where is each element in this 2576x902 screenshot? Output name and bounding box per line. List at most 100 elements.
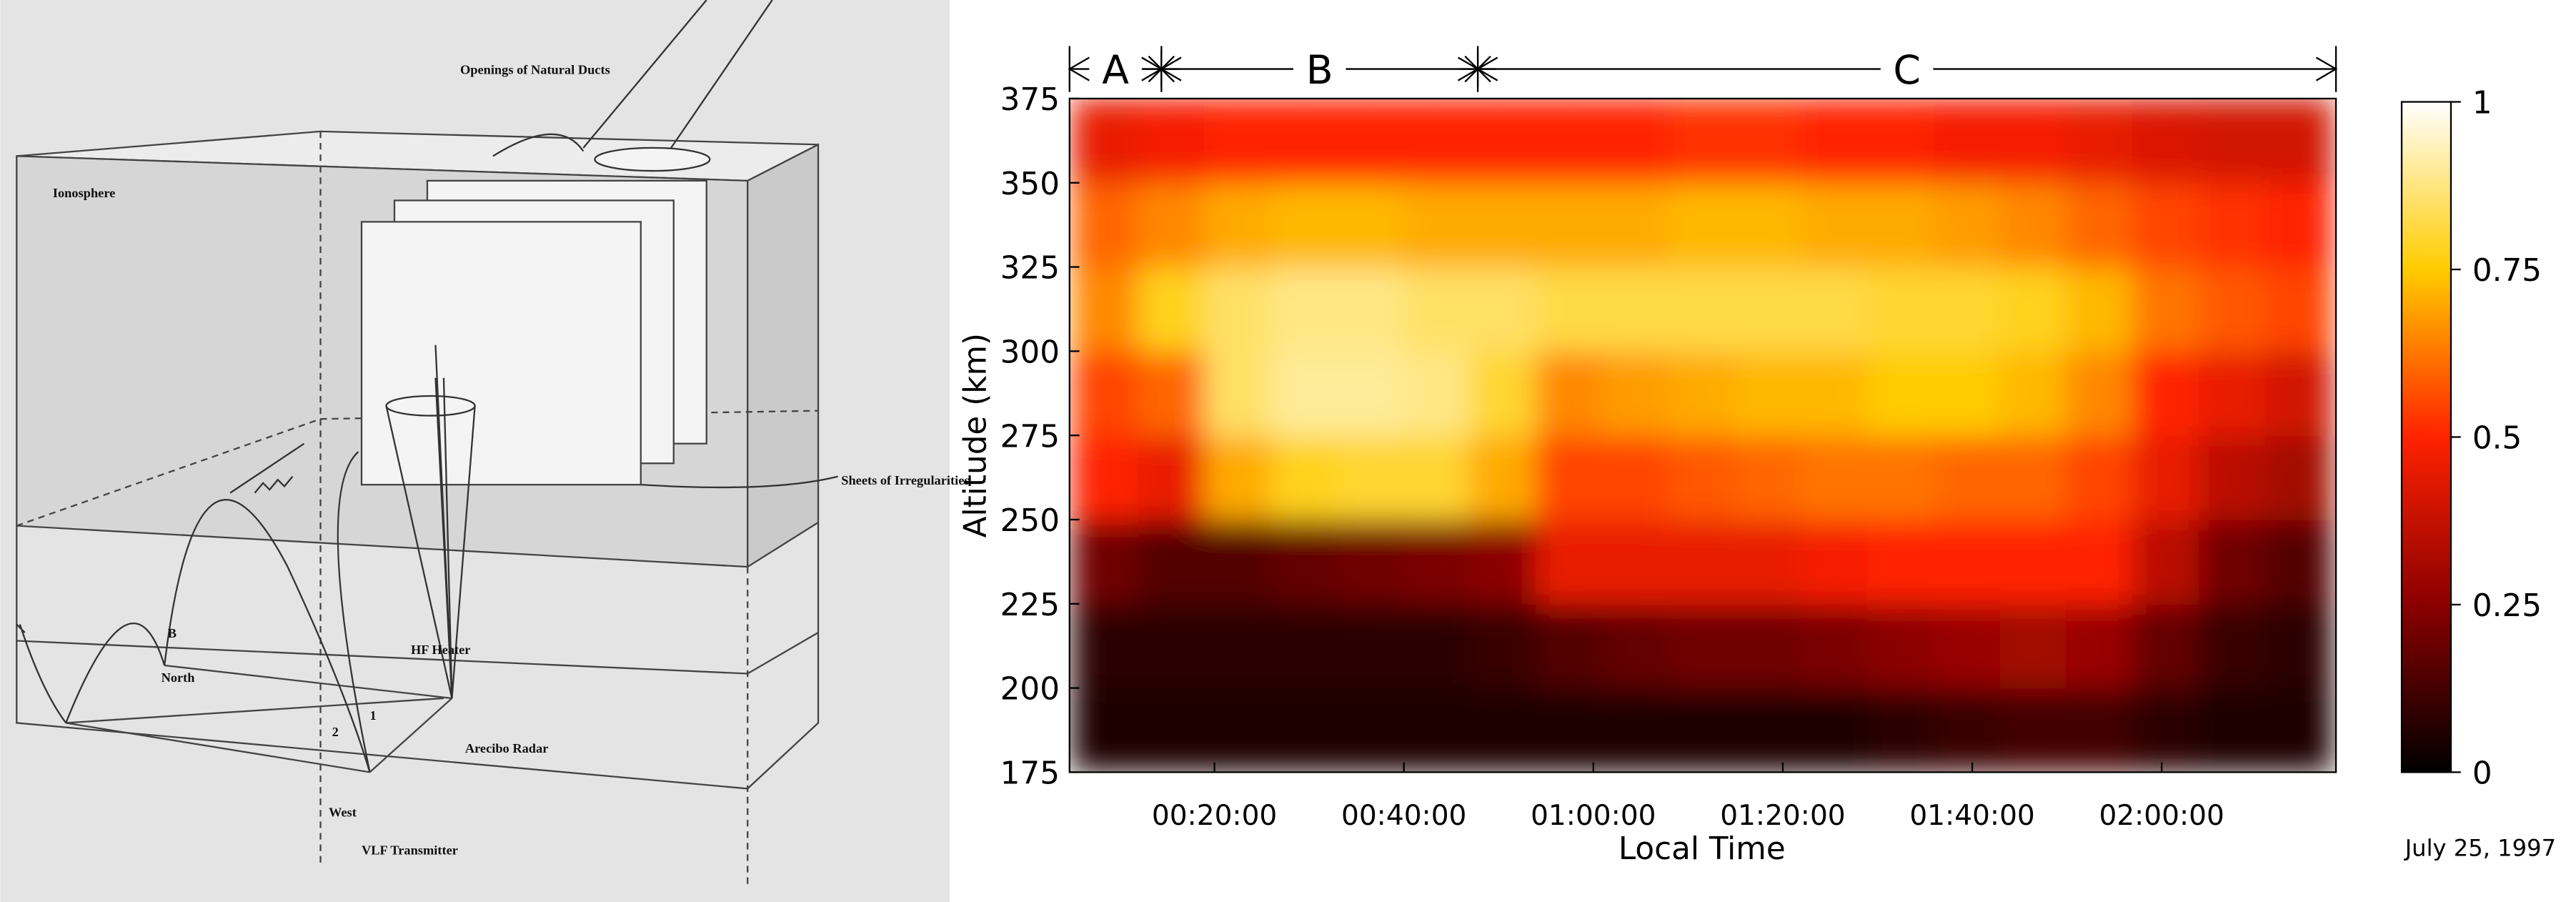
heat-cell (2132, 687, 2201, 773)
heat-cell (2199, 518, 2267, 605)
heat-cell (1270, 182, 1339, 268)
heat-cell (1469, 518, 1538, 605)
heat-cell (1999, 687, 2068, 773)
heat-cell (1933, 350, 2001, 437)
heat-cell (2199, 182, 2267, 268)
heat-cell (2132, 603, 2201, 689)
heat-cell (1336, 603, 1405, 689)
heat-cell (1536, 435, 1604, 521)
heat-cell (1469, 182, 1538, 268)
heat-cell (1734, 98, 1803, 184)
heat-cell (1138, 182, 1206, 268)
heat-cell (2199, 350, 2267, 437)
heat-cell (2132, 350, 2201, 437)
heat-cell (1536, 182, 1604, 268)
y-tick-label: 275 (1000, 418, 1060, 455)
heat-cell (1469, 435, 1538, 521)
heat-cell (1999, 350, 2068, 437)
heat-cell (1403, 182, 1471, 268)
heat-cell (2199, 687, 2267, 773)
heat-cell (1071, 182, 1140, 268)
heat-cell (1138, 687, 1206, 773)
heat-cell (1801, 98, 1869, 184)
heat-cell (1071, 687, 1140, 773)
heat-cell (1668, 182, 1736, 268)
heat-cell (2066, 603, 2134, 689)
heat-cell (1270, 350, 1339, 437)
heat-cell (1867, 266, 1936, 352)
heat-cell (2264, 603, 2333, 689)
heat-cell (1601, 266, 1671, 352)
heat-cell (1336, 98, 1405, 184)
heat-cell (1270, 266, 1339, 352)
ground-frame (16, 131, 820, 888)
x-tick-label: 00:20:00 (1152, 800, 1277, 832)
heat-cell (1270, 98, 1339, 184)
heat-cell (1071, 98, 1140, 184)
x-tick-label: 01:00:00 (1531, 800, 1656, 832)
block-side (747, 143, 820, 569)
heat-cell (2264, 518, 2333, 605)
heat-cell (1536, 98, 1604, 184)
heat-cell (1601, 687, 1671, 773)
heat-cell (1071, 603, 1140, 689)
region-label: B (1306, 48, 1333, 94)
heat-cell (1668, 687, 1736, 773)
heat-cell (1999, 266, 2068, 352)
heat-cell (2199, 266, 2267, 352)
heat-cell (1801, 182, 1869, 268)
heat-cell (2132, 435, 2201, 521)
colorbar-tick-label: 0.25 (2472, 588, 2542, 624)
heat-cell (1469, 350, 1538, 437)
y-tick-label: 325 (1000, 250, 1060, 287)
heat-cell (1801, 435, 1869, 521)
x-tick-label: 01:20:00 (1720, 800, 1845, 832)
heat-cell (2066, 350, 2134, 437)
heat-cell (1536, 603, 1604, 689)
heat-cell (2066, 98, 2134, 184)
heat-cell (1801, 350, 1869, 437)
heat-cell (2132, 182, 2201, 268)
heat-cell (2066, 435, 2134, 521)
heat-cell (1204, 687, 1273, 773)
label: Ionosphere (53, 186, 115, 200)
heat-cell (1734, 266, 1803, 352)
heat-cell (1138, 518, 1206, 605)
heat-cell (1801, 687, 1869, 773)
y-tick-label: 225 (1000, 587, 1060, 623)
heat-cell (1336, 266, 1405, 352)
heat-cell (2264, 435, 2333, 521)
heat-cell (1601, 350, 1671, 437)
heat-cell (1071, 435, 1140, 521)
label: HF Heater (411, 643, 471, 657)
label: North (161, 670, 195, 685)
heatmap-cells (1071, 98, 2333, 773)
heat-cell (1933, 687, 2001, 773)
heat-cell (1138, 350, 1206, 437)
heat-cell (1999, 603, 2068, 689)
heat-cell (1668, 518, 1736, 605)
heat-cell (1336, 435, 1405, 521)
x-tick-label: 02:00:00 (2099, 800, 2224, 832)
heat-cell (1536, 350, 1604, 437)
heat-cell (2066, 518, 2134, 605)
heat-cell (1403, 603, 1471, 689)
label: Openings of Natural Ducts (460, 62, 610, 76)
heat-cell (1668, 98, 1736, 184)
heat-cell (2132, 98, 2201, 184)
heat-cell (1336, 518, 1405, 605)
heat-cell (1933, 98, 2001, 184)
heat-cell (2264, 687, 2333, 773)
heat-cell (2066, 266, 2134, 352)
heat-cell (1204, 350, 1273, 437)
heat-cell (1469, 687, 1538, 773)
heat-cell (1734, 435, 1803, 521)
heat-cell (1867, 98, 1936, 184)
colorbar-tick-label: 0.75 (2472, 252, 2542, 289)
heat-cell (1336, 687, 1405, 773)
region-label: C (1893, 48, 1921, 94)
colorbar-tick-label: 0 (2472, 755, 2492, 791)
heat-cell (1999, 435, 2068, 521)
date: July 25, 1997 (2404, 835, 2556, 862)
